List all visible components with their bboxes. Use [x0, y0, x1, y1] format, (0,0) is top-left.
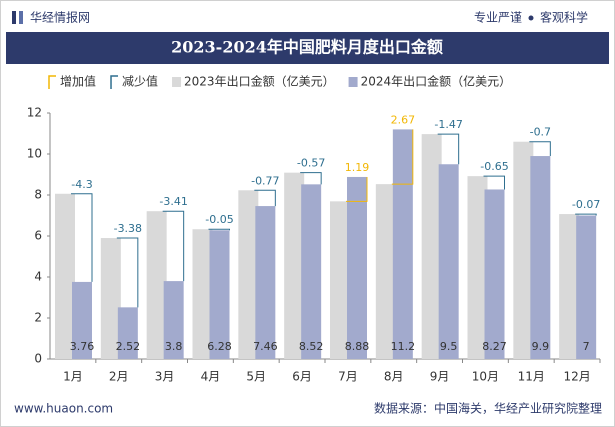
x-tick-label: 8月 — [384, 370, 404, 384]
change-bracket — [254, 189, 276, 207]
bar — [438, 164, 459, 359]
x-tick-label: 11月 — [518, 370, 545, 384]
change-bracket — [575, 213, 597, 216]
bar — [209, 230, 230, 359]
change-label: -4.3 — [71, 178, 92, 191]
x-tick-label: 4月 — [201, 370, 221, 384]
logo — [19, 11, 23, 24]
change-label: -0.05 — [205, 213, 233, 226]
bar — [375, 184, 396, 359]
legend-label: 2023年出口金额（亿美元） — [184, 74, 335, 89]
value-label: 3.8 — [165, 340, 183, 353]
value-label: 2.52 — [116, 340, 141, 353]
bar — [559, 214, 580, 359]
slogan: 客观科学 — [540, 10, 588, 25]
bar — [576, 215, 597, 359]
bar — [100, 238, 121, 359]
change-label: -0.57 — [297, 157, 325, 170]
value-label: 7.46 — [253, 340, 278, 353]
value-label: 3.76 — [70, 340, 95, 353]
change-label: -0.07 — [572, 198, 600, 211]
value-label: 9.9 — [532, 340, 550, 353]
legend-marker — [348, 77, 358, 87]
y-tick-label: 8 — [34, 188, 42, 202]
title-bar — [6, 32, 609, 64]
change-label: -0.77 — [251, 174, 279, 187]
bar — [117, 307, 138, 359]
change-bracket — [116, 237, 139, 308]
x-tick-label: 6月 — [292, 370, 312, 384]
change-label: 2.67 — [391, 113, 416, 126]
bar — [513, 141, 534, 359]
slogan: 专业严谨 — [474, 10, 522, 25]
bar — [421, 134, 442, 359]
website: www.huaon.com — [14, 402, 113, 416]
value-label: 8.88 — [345, 340, 370, 353]
y-tick-label: 2 — [34, 311, 42, 325]
bar — [530, 156, 551, 359]
y-tick-label: 10 — [27, 147, 42, 161]
value-label: 9.5 — [440, 340, 458, 353]
x-tick-label: 1月 — [63, 370, 83, 384]
x-tick-label: 3月 — [155, 370, 175, 384]
brand: 华经情报网 — [30, 10, 90, 25]
bar — [255, 206, 276, 359]
x-tick-label: 5月 — [246, 370, 266, 384]
y-tick-label: 0 — [34, 352, 42, 366]
change-bracket — [529, 141, 551, 157]
source: 数据来源：中国海关，华经产业研究院整理 — [374, 401, 602, 416]
y-tick-label: 6 — [34, 229, 42, 243]
bar — [238, 190, 259, 359]
change-bracket — [346, 176, 368, 202]
change-label: -3.41 — [159, 195, 187, 208]
value-label: 8.52 — [299, 340, 324, 353]
change-bracket — [162, 210, 185, 282]
change-label: -0.7 — [530, 126, 551, 139]
change-label: -1.47 — [434, 118, 462, 131]
dot — [528, 15, 534, 21]
x-tick-label: 7月 — [338, 370, 358, 384]
legend-label: 减少值 — [122, 74, 158, 89]
value-label: 6.28 — [207, 340, 232, 353]
value-label: 11.2 — [391, 340, 416, 353]
change-bracket — [437, 133, 460, 165]
bar — [284, 172, 305, 359]
bar — [301, 184, 322, 359]
x-tick-label: 10月 — [472, 370, 499, 384]
x-tick-label: 12月 — [563, 370, 590, 384]
change-bracket — [71, 193, 93, 282]
bar — [347, 176, 367, 359]
x-tick-label: 9月 — [430, 370, 450, 384]
change-label: -0.65 — [480, 160, 508, 173]
bar — [330, 201, 350, 359]
bar — [146, 211, 167, 359]
y-tick-label: 12 — [27, 106, 42, 120]
legend-marker — [172, 77, 182, 87]
bar — [55, 193, 75, 359]
bar — [163, 281, 184, 359]
bar — [484, 189, 505, 359]
value-label: 8.27 — [482, 340, 507, 353]
bar — [192, 229, 213, 359]
change-bracket — [208, 228, 230, 231]
change-label: -3.38 — [114, 222, 142, 235]
bar — [392, 129, 413, 359]
change-label: 1.19 — [345, 161, 370, 174]
x-tick-label: 2月 — [109, 370, 129, 384]
chart-title: 2023-2024年中国肥料月度出口金额 — [171, 38, 443, 57]
change-bracket — [300, 172, 322, 185]
change-bracket — [483, 175, 505, 190]
bar — [72, 281, 92, 359]
legend-marker — [48, 75, 56, 89]
legend-marker — [110, 75, 119, 89]
legend-label: 2024年出口金额（亿美元） — [361, 74, 512, 89]
legend-label: 增加值 — [60, 74, 96, 89]
change-bracket — [391, 129, 414, 185]
bar — [467, 176, 488, 359]
y-tick-label: 4 — [34, 270, 42, 284]
value-label: 7 — [583, 340, 590, 353]
logo — [12, 11, 16, 24]
